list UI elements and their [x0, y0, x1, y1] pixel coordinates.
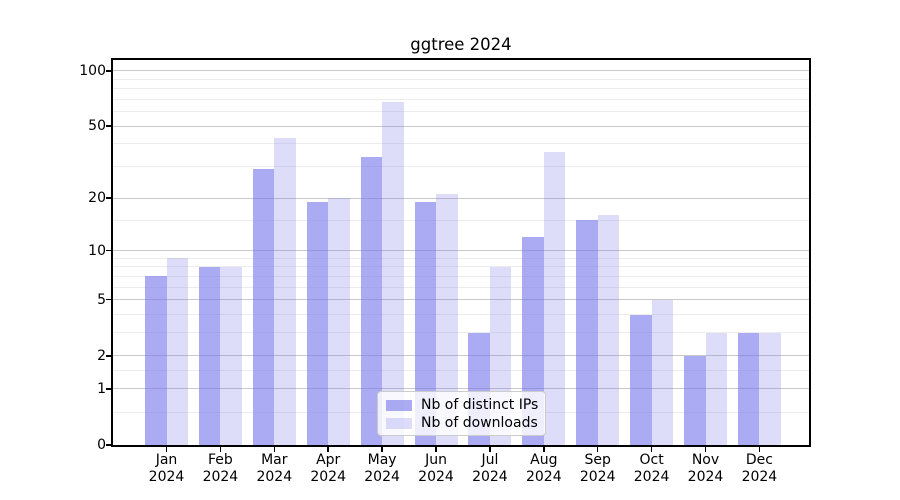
legend-label-distinct-ips: Nb of distinct IPs [421, 397, 539, 413]
x-tick-mark-jun [435, 447, 437, 452]
bar-distinct-ips-jun [414, 202, 436, 445]
gridline-minor-3 [113, 332, 809, 334]
y-tick-label-50: 50 [88, 118, 106, 135]
legend-swatch-downloads-icon [386, 418, 412, 429]
x-tick-label-oct: Oct 2024 [633, 452, 670, 485]
bar-distinct-ips-apr [306, 202, 329, 445]
gridline-minor-40 [113, 143, 809, 145]
x-tick-mark-mar [273, 447, 276, 452]
x-tick-label-sep: Sep 2024 [579, 452, 616, 485]
bar-downloads-apr [328, 198, 350, 445]
bar-distinct-ips-sep [576, 220, 598, 445]
gridline-minor-9 [113, 257, 809, 259]
x-tick-label-jan: Jan 2024 [148, 452, 185, 485]
x-tick-mark-aug [543, 447, 545, 452]
gridline-minor-15 [113, 219, 809, 221]
y-tick-label-10: 10 [88, 242, 106, 259]
legend-item-distinct-ips: Nb of distinct IPs [386, 397, 539, 414]
x-tick-label-may: May 2024 [364, 452, 400, 485]
bar-distinct-ips-mar [252, 169, 275, 445]
bar-downloads-feb [220, 266, 242, 445]
gridline-major-2 [113, 355, 809, 357]
bar-downloads-may [382, 101, 404, 445]
x-tick-mark-jan [165, 447, 168, 452]
bar-downloads-sep [597, 215, 620, 445]
gridline-minor-70 [113, 98, 809, 100]
y-tick-mark-100 [106, 69, 111, 72]
bar-downloads-oct [651, 299, 674, 445]
gridline-minor-30 [113, 166, 809, 168]
legend-item-downloads: Nb of downloads [386, 415, 538, 432]
plot-area [111, 58, 811, 447]
gridline-minor-7 [113, 275, 809, 277]
gridline-major-5 [113, 299, 809, 301]
bar-distinct-ips-dec [737, 332, 760, 445]
bar-downloads-jan [166, 258, 188, 445]
legend: Nb of distinct IPs Nb of downloads [377, 391, 546, 436]
y-tick-mark-10 [106, 249, 111, 252]
gridline-minor-80 [113, 88, 809, 90]
gridline-minor-90 [113, 78, 809, 80]
gridline-minor-4 [113, 313, 809, 315]
y-tick-mark-50 [106, 125, 111, 127]
x-tick-mark-apr [327, 447, 329, 452]
bar-distinct-ips-nov [684, 355, 706, 445]
gridline-major-100 [113, 70, 809, 72]
y-tick-mark-5 [106, 298, 111, 301]
chart-title: ggtree 2024 [410, 35, 512, 54]
x-tick-label-apr: Apr 2024 [310, 452, 346, 485]
gridline-minor-1_5 [113, 370, 809, 372]
x-tick-mark-may [381, 447, 383, 452]
bar-downloads-aug [543, 152, 566, 445]
y-tick-label-0: 0 [97, 437, 106, 453]
x-tick-label-mar: Mar 2024 [256, 452, 293, 485]
y-tick-label-100: 100 [79, 62, 106, 79]
x-tick-mark-sep [596, 447, 599, 452]
x-tick-mark-dec [758, 447, 761, 452]
bar-distinct-ips-may [360, 156, 383, 445]
gridline-minor-8 [113, 266, 809, 268]
bar-downloads-mar [274, 138, 296, 445]
x-tick-mark-feb [219, 447, 222, 452]
bar-distinct-ips-feb [198, 266, 221, 445]
bar-distinct-ips-oct [630, 314, 652, 445]
legend-label-downloads: Nb of downloads [421, 415, 538, 431]
y-tick-label-5: 5 [97, 291, 106, 308]
gridline-major-10 [113, 250, 809, 252]
x-tick-mark-oct [650, 447, 653, 452]
gridline-major-20 [113, 197, 809, 199]
x-tick-label-dec: Dec 2024 [741, 452, 778, 485]
bar-downloads-jun [436, 194, 458, 445]
x-tick-label-jul: Jul 2024 [472, 452, 508, 485]
gridline-major-1 [113, 388, 809, 390]
y-tick-label-1: 1 [97, 380, 106, 397]
gridline-major-50 [113, 125, 809, 127]
x-tick-label-nov: Nov 2024 [687, 452, 724, 485]
y-tick-label-2: 2 [97, 347, 106, 364]
x-tick-mark-jul [489, 447, 491, 452]
y-tick-mark-1 [106, 387, 111, 390]
x-tick-label-jun: Jun 2024 [418, 452, 454, 485]
gridline-minor-60 [113, 111, 809, 113]
y-tick-mark-0 [106, 444, 111, 446]
x-tick-label-aug: Aug 2024 [525, 452, 562, 485]
y-tick-mark-2 [106, 355, 111, 357]
bar-downloads-dec [759, 332, 781, 445]
gridline-minor-6 [113, 286, 809, 288]
x-tick-label-feb: Feb 2024 [202, 452, 239, 485]
bar-downloads-nov [705, 332, 727, 445]
y-tick-label-20: 20 [88, 190, 106, 207]
legend-swatch-distinct-ips-icon [386, 400, 412, 411]
bar-distinct-ips-jan [145, 276, 167, 445]
x-tick-mark-nov [704, 447, 707, 452]
y-tick-mark-20 [106, 197, 111, 199]
